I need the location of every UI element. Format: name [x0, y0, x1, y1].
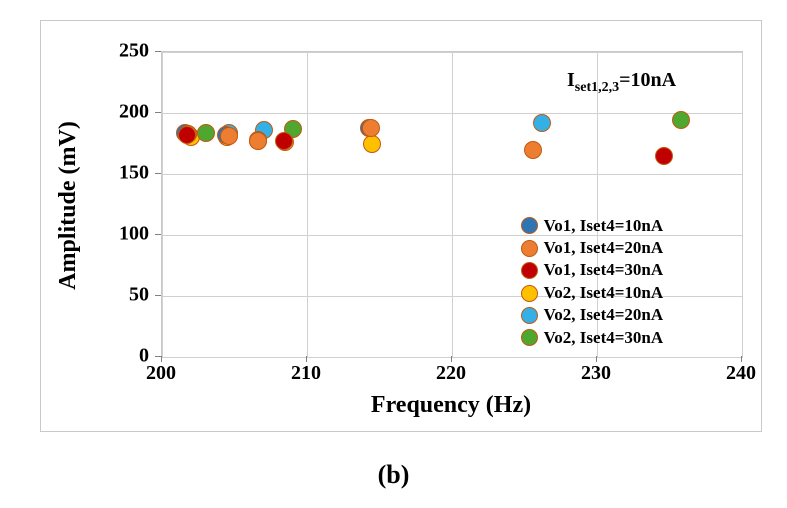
legend-item: Vo2, Iset4=10nA: [521, 283, 664, 303]
legend-label: Vo2, Iset4=30nA: [544, 328, 664, 348]
y-tick-label: 150: [41, 162, 149, 185]
chart-outer-panel: Amplitude (mV) Frequency (Hz) Iset1,2,3=…: [40, 20, 762, 432]
y-tick-label: 200: [41, 101, 149, 124]
data-point: [524, 141, 542, 159]
data-point: [197, 124, 215, 142]
y-axis-title: Amplitude (mV): [55, 53, 82, 358]
data-point: [655, 147, 673, 165]
legend-item: Vo1, Iset4=10nA: [521, 216, 664, 236]
y-tick-label: 0: [41, 345, 149, 368]
x-tick-label: 220: [436, 362, 466, 385]
gridline-vertical: [307, 52, 308, 357]
annotation-suffix: =10nA: [619, 69, 676, 91]
annotation-prefix: I: [567, 69, 575, 91]
tick-mark-y: [155, 173, 161, 174]
y-tick-label: 250: [41, 40, 149, 63]
legend-marker-icon: [521, 262, 538, 279]
data-point: [275, 132, 293, 150]
data-point: [533, 114, 551, 132]
legend-label: Vo1, Iset4=20nA: [544, 238, 664, 258]
data-point: [178, 126, 196, 144]
x-tick-label: 200: [146, 362, 176, 385]
legend-item: Vo2, Iset4=20nA: [521, 305, 664, 325]
legend-item: Vo1, Iset4=30nA: [521, 260, 664, 280]
tick-mark-y: [155, 112, 161, 113]
legend-label: Vo1, Iset4=10nA: [544, 216, 664, 236]
data-point: [363, 135, 381, 153]
annotation-iset: Iset1,2,3=10nA: [567, 69, 676, 96]
legend-item: Vo2, Iset4=30nA: [521, 328, 664, 348]
subfigure-caption: (b): [0, 460, 787, 490]
legend-label: Vo2, Iset4=10nA: [544, 283, 664, 303]
legend-marker-icon: [521, 240, 538, 257]
gridline-vertical: [452, 52, 453, 357]
legend-label: Vo1, Iset4=30nA: [544, 260, 664, 280]
legend: Vo1, Iset4=10nAVo1, Iset4=20nAVo1, Iset4…: [521, 216, 664, 350]
legend-marker-icon: [521, 329, 538, 346]
data-point: [220, 127, 238, 145]
tick-mark-y: [155, 51, 161, 52]
legend-marker-icon: [521, 285, 538, 302]
tick-mark-y: [155, 234, 161, 235]
x-tick-label: 240: [726, 362, 756, 385]
legend-marker-icon: [521, 217, 538, 234]
annotation-sub: set1,2,3: [575, 80, 619, 95]
tick-mark-y: [155, 295, 161, 296]
gridline-horizontal: [162, 357, 742, 358]
data-point: [672, 111, 690, 129]
gridline-vertical: [162, 52, 163, 357]
legend-item: Vo1, Iset4=20nA: [521, 238, 664, 258]
x-axis-title: Frequency (Hz): [161, 392, 741, 419]
data-point: [249, 132, 267, 150]
legend-label: Vo2, Iset4=20nA: [544, 305, 664, 325]
y-tick-label: 50: [41, 284, 149, 307]
y-tick-label: 100: [41, 223, 149, 246]
legend-marker-icon: [521, 307, 538, 324]
gridline-vertical: [742, 52, 743, 357]
x-tick-label: 210: [291, 362, 321, 385]
x-tick-label: 230: [581, 362, 611, 385]
data-point: [362, 119, 380, 137]
